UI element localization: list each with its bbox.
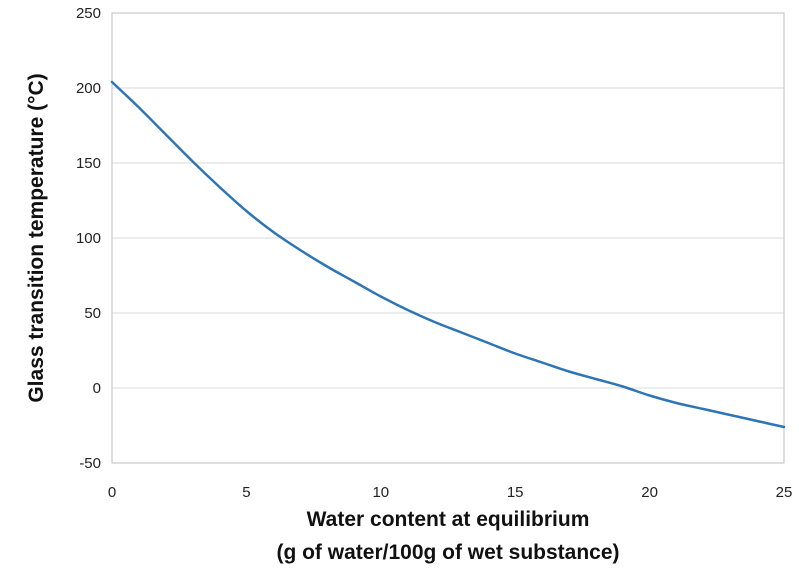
x-axis-title-line-1: Water content at equilibrium [306, 508, 590, 531]
x-tick-labels: 0 5 10 15 20 25 [108, 484, 793, 501]
x-tick-label: 25 [776, 484, 793, 501]
x-tick-label: 15 [507, 484, 524, 501]
x-tick-label: 10 [372, 484, 389, 501]
y-tick-label: 50 [84, 305, 101, 322]
y-axis-title: Glass transition temperature (°C) [25, 73, 48, 402]
series-line [110, 80, 786, 429]
x-tick-label: 20 [641, 484, 658, 501]
x-axis-title-line-2: (g of water/100g of wet substance) [276, 541, 620, 564]
plot-area-frame [111, 12, 785, 464]
y-tick-label: -50 [79, 455, 101, 472]
gridlines [112, 87, 784, 389]
x-tick-label: 5 [242, 484, 250, 501]
y-tick-label: 250 [76, 5, 101, 22]
series-group [110, 80, 786, 429]
y-tick-labels: -50 0 50 100 150 200 250 [76, 5, 101, 472]
y-tick-label: 100 [76, 230, 101, 247]
x-tick-label: 0 [108, 484, 116, 501]
y-tick-label: 150 [76, 155, 101, 172]
y-tick-label: 200 [76, 80, 101, 97]
y-tick-label: 0 [93, 380, 101, 397]
